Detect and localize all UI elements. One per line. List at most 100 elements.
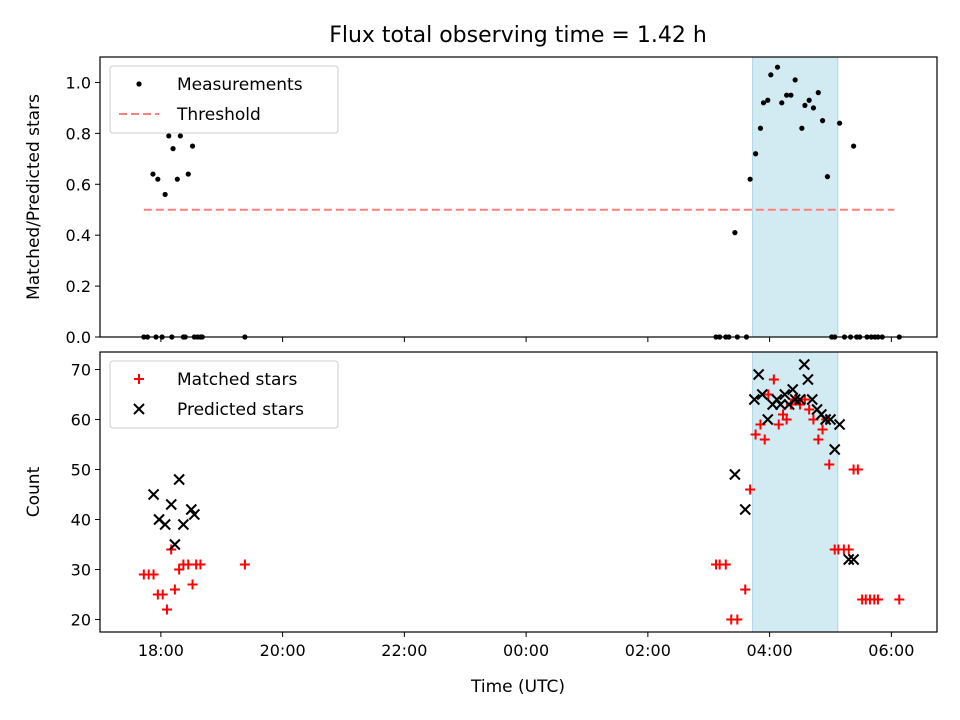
measurement-point [779,100,785,106]
matched-star-point [740,584,751,595]
predicted-star-point [762,413,774,426]
predicted-star-point [774,398,787,411]
measurement-point [792,77,798,83]
x-tick-label: 04:00 [747,641,793,660]
predicted-star-point [806,393,818,406]
measurement-point [189,143,196,149]
x-tick-label: 20:00 [260,641,306,660]
bottom-panel: 20 30 40 50 60 70 18:00 20:00 22:00 00:00 02:00 04:… [24,351,938,660]
y-tick-label: 60 [71,411,91,430]
measurement-point [784,92,790,98]
measurement-point [732,230,738,236]
x-tick-label: 02:00 [625,641,671,660]
predicted-star-point [188,508,201,521]
x-tick-label: 06:00 [868,641,914,660]
matched-star-point [161,604,172,615]
predicted-star-point [802,373,814,386]
predicted-star-point [147,488,160,501]
y-tick-label: 0.8 [66,124,91,143]
predicted-star-point [843,553,855,566]
y-tick-label: 70 [71,361,91,380]
y-axis-label: Matched/Predicted stars [24,94,44,300]
measurement-point [765,97,771,103]
measurement-point [802,102,808,108]
matched-star-point [804,404,815,415]
measurement-point [768,72,774,78]
measurement-point [155,176,161,182]
predicted-star-point [173,473,185,486]
measurement-point [788,92,794,98]
measurement-point [150,171,156,177]
matched-star-point [157,589,168,600]
legend-matched-label: Matched stars [177,370,297,390]
legend: Matched stars Predicted stars [109,360,339,429]
measurement-point [166,133,172,139]
matched-star-point [148,569,159,580]
matched-star-point [732,614,743,625]
plot-frame [99,351,938,633]
legend-threshold-label: Threshold [176,105,261,125]
matched-star-point [763,389,774,400]
y-axis-label: Count [24,466,44,517]
predicted-star-point [779,388,791,401]
legend-measurements-marker [136,81,142,87]
measurement-point [752,151,759,157]
predicted-star-point [824,413,837,426]
matched-star-point [843,544,854,555]
predicted-star-point [787,383,799,396]
measurement-point [851,143,857,149]
legend-predicted-marker [133,403,145,415]
matched-star-point [773,419,784,430]
y-tick-label: 0.0 [66,328,91,347]
measurement-point [162,191,168,198]
predicted-star-point [159,518,171,531]
predicted-star-point [847,553,860,566]
measurement-point [760,100,767,106]
matched-star-point [195,559,206,570]
measurement-point [177,133,183,139]
predicted-star-point [756,388,769,401]
measurement-point [824,174,831,180]
matched-star-point [852,464,863,475]
y-tick-label: 50 [71,461,91,480]
highlight-span [752,56,839,338]
predicted-star-point [729,468,741,481]
measurement-point [174,176,180,182]
predicted-star-point [798,358,811,371]
predicted-star-point [829,443,841,456]
matched-star-point [720,559,731,570]
predicted-star-point [748,393,761,406]
measurement-point [799,125,805,131]
matched-star-point [824,459,835,470]
matched-star-point [781,414,792,425]
predicted-star-point [794,393,806,406]
top-panel: 0.0 0.2 0.4 0.6 0.8 1.0 Matched/Predicted star… [24,56,938,347]
y-tick-label: 0.4 [66,226,91,245]
matched-star-point [817,424,828,435]
measurement-point [757,125,764,131]
plot-frame [99,56,938,338]
matched-star-point [872,594,883,605]
matched-star-point [187,579,198,590]
y-tick-label: 0.2 [66,277,91,296]
legend-measurements-label: Measurements [177,75,303,95]
x-tick-label: 22:00 [381,641,427,660]
matched-star-point [750,429,761,440]
matched-star-point [799,394,810,405]
measurement-point [806,97,812,103]
predicted-star-point [165,498,177,511]
legend-matched-marker [134,374,144,384]
measurement-point [810,105,817,111]
predicted-star-point [169,538,181,551]
measurement-point [815,90,821,96]
legend-predicted-label: Predicted stars [177,400,304,420]
x-tick-label: 18:00 [138,641,184,660]
predicted-star-point [177,518,190,531]
matched-star-point [894,594,905,605]
matched-star-point [239,559,250,570]
x-axis-label: Time (UTC) [470,677,565,697]
measurement-point [774,64,781,70]
measurement-point [837,120,843,126]
y-tick-label: 0.6 [66,175,91,194]
